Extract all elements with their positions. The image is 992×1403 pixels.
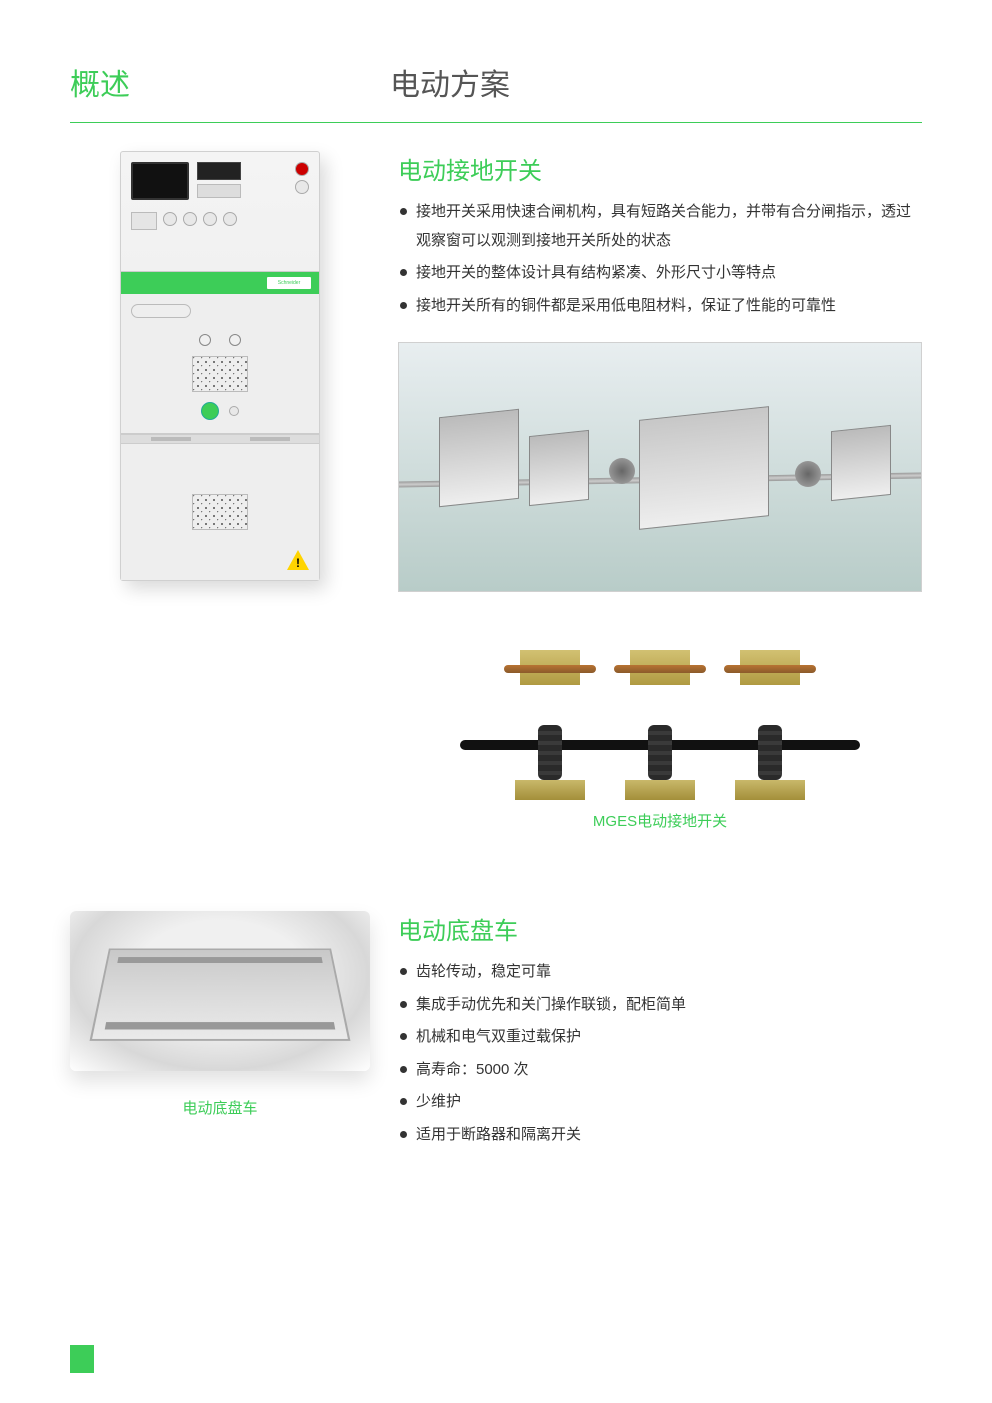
cabinet-brand-strip: Schneider (121, 272, 319, 294)
page-title: 电动方案 (390, 60, 510, 104)
list-item: 适用于断路器和隔离开关 (398, 1121, 922, 1150)
list-item: 接地开关的整体设计具有结构紧凑、外形尺寸小等特点 (398, 259, 922, 288)
cabinet-green-button-icon (201, 402, 219, 420)
list-item: 集成手动优先和关门操作联锁，配柜简单 (398, 991, 922, 1020)
section2-bullets: 齿轮传动，稳定可靠 集成手动优先和关门操作联锁，配柜简单 机械和电气双重过载保护… (398, 958, 922, 1149)
cad-mechanism-illustration (398, 342, 922, 592)
header-divider (70, 122, 922, 123)
vent-icon (192, 494, 248, 530)
section2-photo-caption: 电动底盘车 (70, 1097, 370, 1118)
warning-icon: ! (287, 550, 309, 570)
list-item: 高寿命：5000 次 (398, 1056, 922, 1085)
section2-title: 电动底盘车 (398, 911, 922, 946)
section1-bullets: 接地开关采用快速合闸机构，具有短路关合能力，并带有合分闸指示，透过观察窗可以观测… (398, 198, 922, 320)
list-item: 机械和电气双重过载保护 (398, 1023, 922, 1052)
list-item: 接地开关所有的铜件都是采用低电阻材料，保证了性能的可靠性 (398, 292, 922, 321)
chassis-photo (70, 911, 370, 1071)
brand-logo: Schneider (267, 277, 311, 289)
list-item: 少维护 (398, 1088, 922, 1117)
vent-icon (192, 356, 248, 392)
section1-title: 电动接地开关 (398, 151, 922, 186)
cabinet-screen-icon (131, 162, 189, 200)
list-item: 接地开关采用快速合闸机构，具有短路关合能力，并带有合分闸指示，透过观察窗可以观测… (398, 198, 922, 255)
earthing-switch-photo (500, 620, 820, 800)
list-item: 齿轮传动，稳定可靠 (398, 958, 922, 987)
cabinet-illustration: Schneider ! (120, 151, 320, 581)
section1-photo-caption: MGES电动接地开关 (398, 810, 922, 831)
page-marker (70, 1345, 94, 1373)
header-left-label: 概述 (70, 60, 390, 104)
